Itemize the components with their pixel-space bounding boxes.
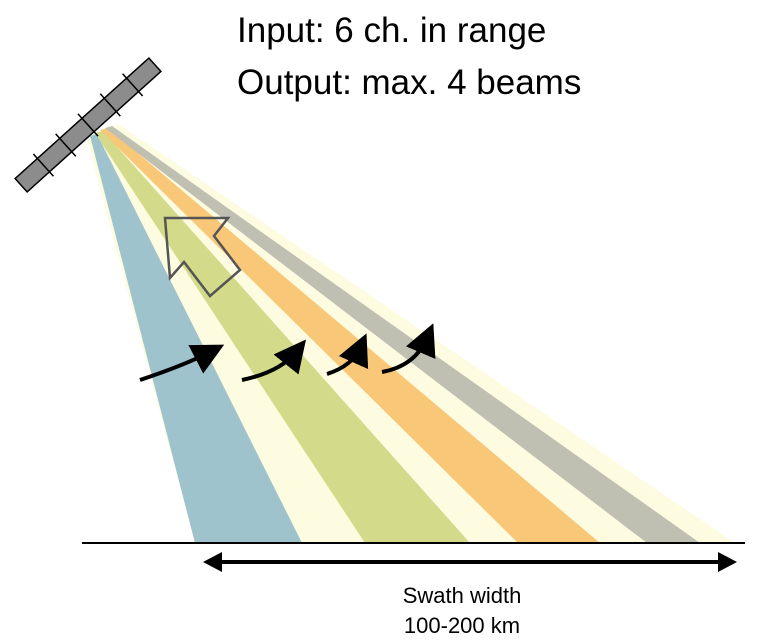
swath-range: 100-200 km <box>404 613 520 638</box>
swath-arrow <box>203 552 737 572</box>
swath-label: Swath width <box>403 583 522 608</box>
scan-curves <box>139 323 436 382</box>
scan-arrow <box>163 216 242 298</box>
antenna <box>14 57 162 193</box>
header-line: Output: max. 4 beams <box>237 63 581 102</box>
header-line: Input: 6 ch. in range <box>237 11 546 50</box>
beam-fan <box>86 124 735 543</box>
